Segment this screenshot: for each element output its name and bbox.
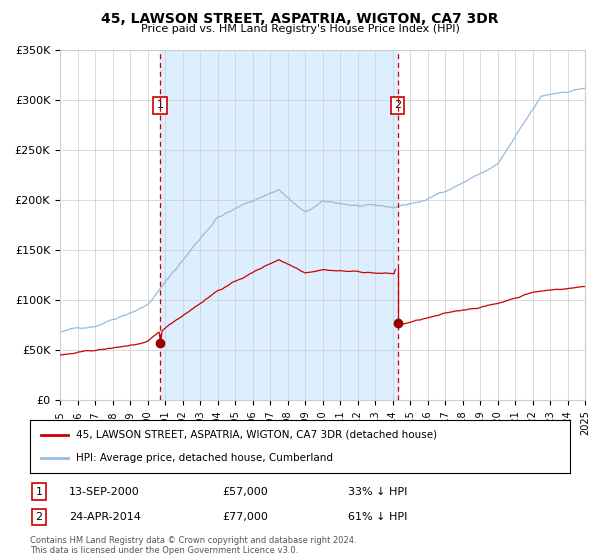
Text: 45, LAWSON STREET, ASPATRIA, WIGTON, CA7 3DR (detached house): 45, LAWSON STREET, ASPATRIA, WIGTON, CA7… <box>76 430 437 440</box>
Text: Contains HM Land Registry data © Crown copyright and database right 2024.: Contains HM Land Registry data © Crown c… <box>30 536 356 545</box>
Text: Price paid vs. HM Land Registry's House Price Index (HPI): Price paid vs. HM Land Registry's House … <box>140 24 460 34</box>
Text: HPI: Average price, detached house, Cumberland: HPI: Average price, detached house, Cumb… <box>76 453 333 463</box>
Text: This data is licensed under the Open Government Licence v3.0.: This data is licensed under the Open Gov… <box>30 545 298 555</box>
Text: £57,000: £57,000 <box>222 487 268 497</box>
Text: 2: 2 <box>394 100 401 110</box>
Text: £77,000: £77,000 <box>222 512 268 522</box>
Text: 45, LAWSON STREET, ASPATRIA, WIGTON, CA7 3DR: 45, LAWSON STREET, ASPATRIA, WIGTON, CA7… <box>101 12 499 26</box>
Text: 33% ↓ HPI: 33% ↓ HPI <box>348 487 407 497</box>
Bar <box>160 50 398 400</box>
Text: 1: 1 <box>35 487 43 497</box>
Text: 2: 2 <box>35 512 43 522</box>
Text: 24-APR-2014: 24-APR-2014 <box>69 512 141 522</box>
Text: 1: 1 <box>157 100 163 110</box>
Text: 61% ↓ HPI: 61% ↓ HPI <box>348 512 407 522</box>
Text: 13-SEP-2000: 13-SEP-2000 <box>69 487 140 497</box>
